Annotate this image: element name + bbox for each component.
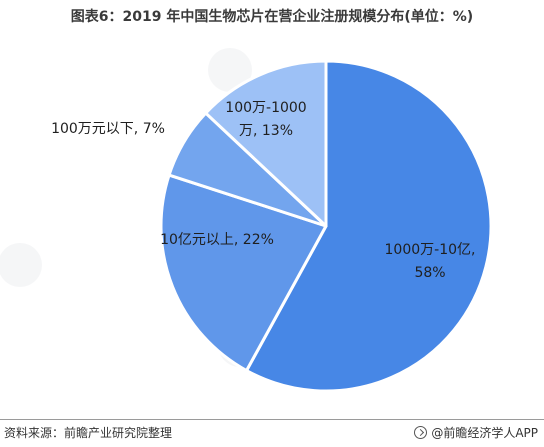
slice-labels: 1000万-10亿, 58% 10亿元以上, 22% 100万元以下, 7% 100万-… [51, 100, 475, 281]
slice-label: 1000万-10亿, 58% [385, 242, 476, 281]
pie-slices [159, 59, 493, 393]
footer-divider [0, 419, 544, 420]
source-note: 资料来源：前瞻产业研究院整理 [4, 426, 173, 440]
slice-label: 100万-1000 万, 13% [225, 100, 306, 139]
brand: @前瞻经济学人APP [414, 424, 538, 441]
pie-slice [245, 59, 493, 393]
pie-slice [204, 59, 328, 228]
slice-label: 100万元以下, 7% [51, 121, 165, 137]
brand-text: @前瞻经济学人APP [431, 426, 538, 440]
chart-title: 图表6：2019 年中国生物芯片在营企业注册规模分布(单位：%) [70, 9, 474, 25]
slice-label: 10亿元以上, 22% [160, 232, 274, 248]
brand-logo-icon [414, 426, 428, 439]
pie-slice [159, 173, 328, 373]
